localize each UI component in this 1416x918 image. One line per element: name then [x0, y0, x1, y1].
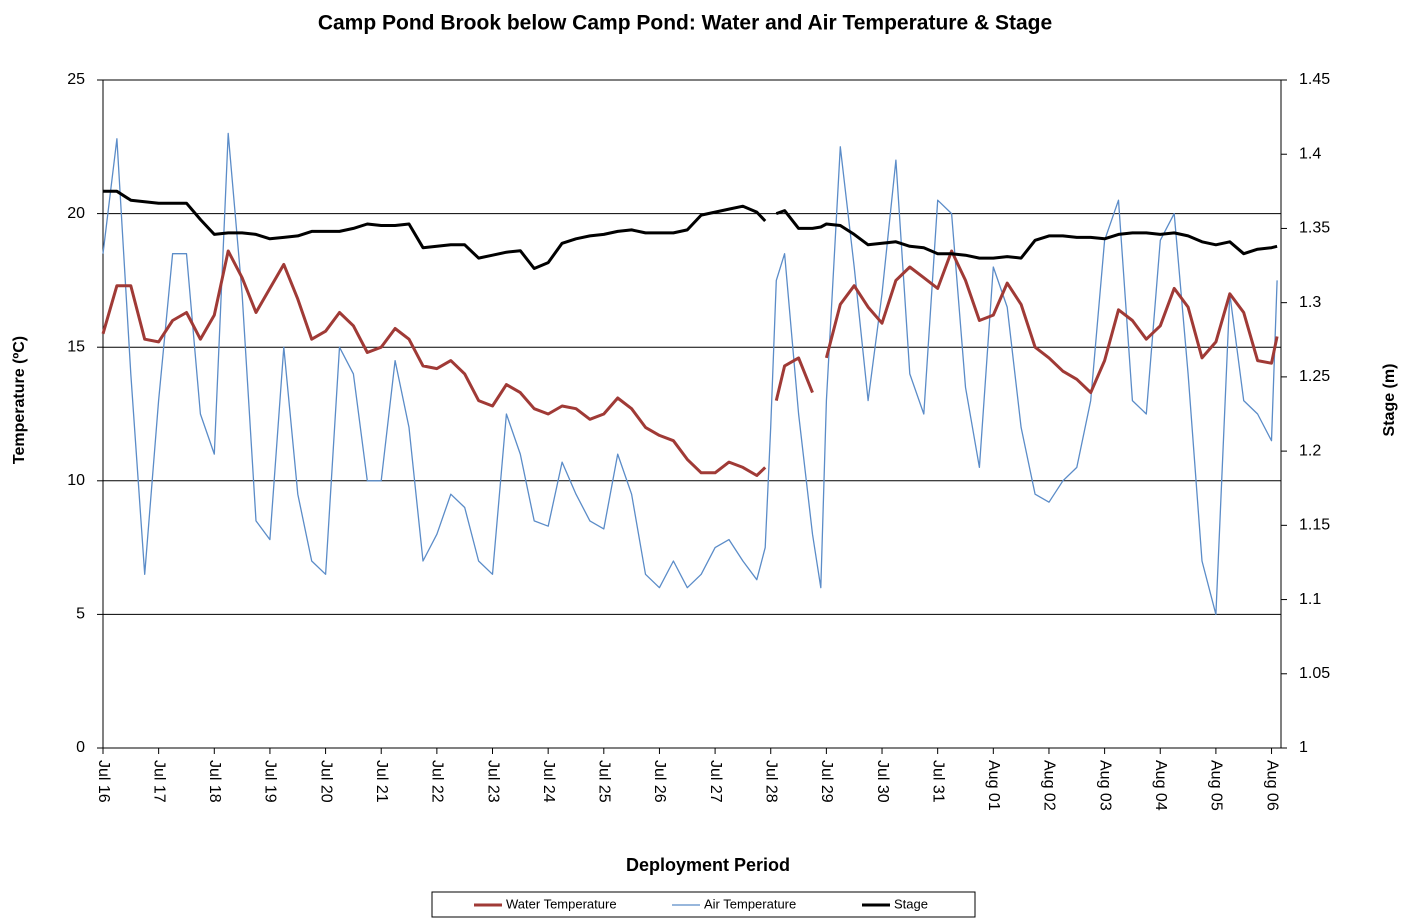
x-tick-label: Jul 27 [707, 760, 724, 803]
y-tick-label: 15 [67, 338, 85, 355]
y2-tick-label: 1.25 [1299, 368, 1330, 385]
x-tick-label: Aug 02 [1041, 760, 1058, 811]
x-tick-label: Jul 20 [317, 760, 334, 803]
series-line [102, 132, 1278, 616]
y-tick-label: 20 [67, 205, 85, 222]
x-tick-label: Jul 18 [206, 760, 223, 803]
chart-title: Camp Pond Brook below Camp Pond: Water a… [318, 12, 1052, 35]
y2-tick-label: 1.3 [1299, 294, 1321, 311]
y-tick-label: 25 [67, 71, 85, 88]
x-tick-label: Jul 26 [651, 760, 668, 803]
legend-label: Air Temperature [704, 896, 796, 911]
x-tick-label: Aug 01 [985, 760, 1002, 811]
y-tick-label: 5 [76, 606, 85, 623]
x-tick-label: Jul 24 [540, 760, 557, 803]
series-line [101, 249, 1279, 477]
y2-tick-label: 1.45 [1299, 71, 1330, 88]
x-tick-label: Jul 31 [929, 760, 946, 803]
y-axis-title: Temperature (ºC) [11, 336, 28, 464]
y2-tick-label: 1.2 [1299, 442, 1321, 459]
x-tick-label: Aug 06 [1263, 760, 1280, 811]
x-tick-label: Jul 29 [818, 760, 835, 803]
x-tick-label: Jul 22 [429, 760, 446, 803]
x-tick-label: Jul 21 [373, 760, 390, 803]
x-tick-label: Jul 23 [484, 760, 501, 803]
plot-frame [102, 79, 1282, 749]
x-tick-label: Jul 28 [763, 760, 780, 803]
x-tick-label: Jul 16 [95, 760, 112, 803]
y2-tick-label: 1.35 [1299, 220, 1330, 237]
y2-tick-label: 1.4 [1299, 145, 1321, 162]
y-tick-label: 0 [76, 739, 85, 756]
x-tick-label: Jul 17 [150, 760, 167, 803]
x-tick-label: Aug 04 [1152, 760, 1169, 811]
y2-tick-label: 1.15 [1299, 517, 1330, 534]
x-tick-label: Jul 19 [262, 760, 279, 803]
x-axis-title: Deployment Period [626, 855, 790, 875]
y2-tick-label: 1.1 [1299, 591, 1321, 608]
x-tick-label: Jul 25 [596, 760, 613, 803]
y2-tick-label: 1 [1299, 739, 1308, 756]
y2-axis-title: Stage (m) [1381, 364, 1398, 437]
y2-tick-label: 1.05 [1299, 665, 1330, 682]
legend-label: Water Temperature [506, 896, 617, 911]
x-tick-label: Aug 05 [1208, 760, 1225, 811]
series-line [103, 189, 1278, 270]
x-tick-label: Jul 30 [874, 760, 891, 803]
y-tick-label: 10 [67, 472, 85, 489]
x-tick-label: Aug 03 [1096, 760, 1113, 811]
legend-label: Stage [894, 896, 928, 911]
